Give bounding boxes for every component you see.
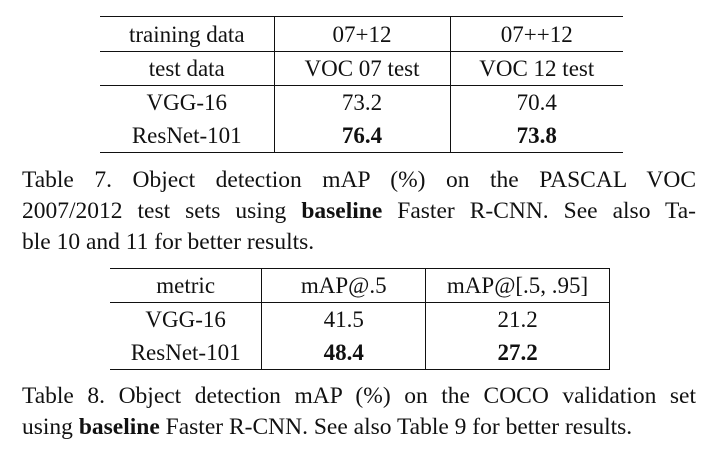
header-cell: VOC 12 test bbox=[449, 51, 623, 86]
caption-bold-term: baseline bbox=[78, 414, 160, 440]
caption-text: Faster R-CNN. See also Table 9 for bette… bbox=[159, 414, 633, 440]
header-cell: training data bbox=[100, 16, 274, 52]
header-cell: 07+12 bbox=[273, 16, 450, 52]
header-cell: VOC 07 test bbox=[273, 51, 450, 86]
caption-text: Faster R-CNN. See also Ta- bbox=[382, 198, 696, 224]
table-row-metric: metric mAP@.5 mAP@[.5, .95] bbox=[110, 268, 610, 303]
caption-line: Table 8. Object detection mAP (%) on the… bbox=[22, 383, 696, 409]
table-row: ResNet-101 76.4 73.8 bbox=[100, 119, 623, 153]
value-cell: 21.2 bbox=[425, 302, 610, 336]
model-name-cell: ResNet-101 bbox=[130, 340, 241, 365]
header-cell: 07++12 bbox=[449, 16, 623, 52]
table-8-caption: Table 8. Object detection mAP (%) on the… bbox=[22, 381, 696, 443]
caption-text: 2007/2012 test sets using bbox=[22, 198, 302, 224]
model-name-cell: VGG-16 bbox=[145, 307, 226, 332]
header-cell: test data bbox=[100, 51, 274, 86]
value-cell-best: 76.4 bbox=[273, 119, 450, 153]
value-cell: 41.5 bbox=[261, 302, 426, 336]
table-row-training-data: training data 07+12 07++12 bbox=[100, 16, 623, 52]
model-name-cell: VGG-16 bbox=[146, 90, 228, 115]
table-row: ResNet-101 48.4 27.2 bbox=[110, 336, 610, 370]
table-7-voc-results: training data 07+12 07++12 test data VOC… bbox=[100, 16, 623, 153]
value-cell-best: 27.2 bbox=[425, 336, 610, 370]
caption-bold-term: baseline bbox=[301, 198, 383, 224]
table-row-test-data: test data VOC 07 test VOC 12 test bbox=[100, 51, 623, 86]
table-row: VGG-16 41.5 21.2 bbox=[110, 302, 610, 336]
table-row: VGG-16 73.2 70.4 bbox=[100, 85, 623, 119]
table-7-caption: Table 7. Object detection mAP (%) on the… bbox=[22, 165, 696, 258]
caption-line: 2007/2012 test sets using baseline Faste… bbox=[22, 196, 696, 227]
header-cell: mAP@.5 bbox=[261, 268, 426, 303]
value-cell: 73.2 bbox=[273, 85, 450, 119]
value-cell-best: 73.8 bbox=[449, 119, 623, 153]
model-name-cell: ResNet-101 bbox=[131, 123, 242, 148]
header-cell: metric bbox=[110, 268, 262, 303]
caption-text: using bbox=[22, 414, 79, 440]
caption-line: ble 10 and 11 for better results. bbox=[22, 229, 315, 255]
table-8-coco-results: metric mAP@.5 mAP@[.5, .95] VGG-16 41.5 … bbox=[110, 268, 610, 370]
header-cell: mAP@[.5, .95] bbox=[425, 268, 610, 303]
caption-line: Table 7. Object detection mAP (%) on the… bbox=[22, 167, 696, 193]
value-cell-best: 48.4 bbox=[261, 336, 426, 370]
value-cell: 70.4 bbox=[449, 85, 623, 119]
caption-line: using baseline Faster R-CNN. See also Ta… bbox=[22, 412, 696, 443]
